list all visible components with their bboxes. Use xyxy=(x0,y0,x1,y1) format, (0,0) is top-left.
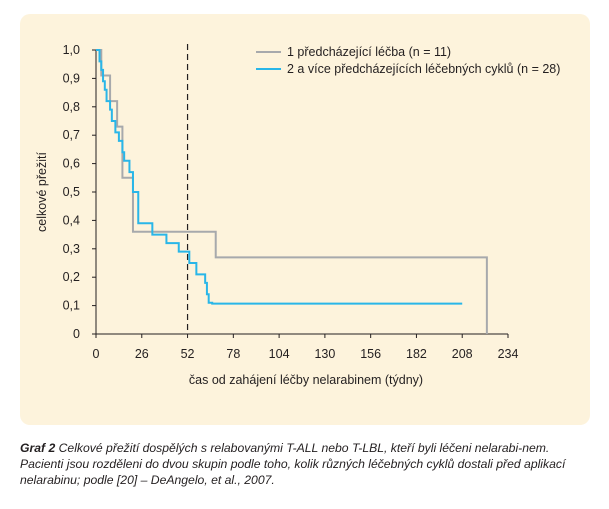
y-tick-label: 0,8 xyxy=(63,100,80,114)
y-tick-label: 0 xyxy=(73,327,80,341)
y-tick-label: 0,7 xyxy=(63,128,80,142)
x-tick-label: 0 xyxy=(93,347,100,361)
y-tick-label: 0,2 xyxy=(63,270,80,284)
chart-panel xyxy=(20,14,590,425)
x-tick-label: 78 xyxy=(226,347,240,361)
y-tick-label: 0,3 xyxy=(63,242,80,256)
legend-label-2: 2 a více předcházejících léčebných cyklů… xyxy=(287,62,560,76)
y-tick-label: 0,6 xyxy=(63,157,80,171)
x-tick-label: 26 xyxy=(135,347,149,361)
y-tick-label: 0,4 xyxy=(63,213,80,227)
series-line-1 xyxy=(96,49,488,334)
survival-chart: 0 0,1 0,2 0,3 0,4 0,5 0,6 0,7 0,8 0,9 1,0 0 26 52 78 10… xyxy=(35,43,560,387)
x-tick-label: 182 xyxy=(406,347,427,361)
x-axis-title: čas od zahájení léčby nelarabinem (týdny… xyxy=(189,373,423,387)
x-tick-label: 208 xyxy=(452,347,473,361)
figure-caption: Graf 2 Celkové přežití dospělých s relab… xyxy=(20,440,595,488)
caption-label: Graf 2 xyxy=(20,441,56,455)
caption-text: Celkové přežití dospělých s relabovanými… xyxy=(20,441,566,487)
x-tick-label: 234 xyxy=(498,347,519,361)
y-axis-title: celkové přežití xyxy=(35,152,49,232)
series-line-2 xyxy=(96,49,463,305)
y-tick-label: 0,9 xyxy=(63,71,80,85)
x-tick-label: 52 xyxy=(181,347,195,361)
x-tick-label: 156 xyxy=(360,347,381,361)
y-tick-label: 1,0 xyxy=(63,43,80,57)
legend-label-1: 1 předcházející léčba (n = 11) xyxy=(287,45,451,59)
y-tick-label: 0,5 xyxy=(63,185,80,199)
x-tick-label: 130 xyxy=(314,347,335,361)
x-tick-label: 104 xyxy=(269,347,290,361)
y-tick-label: 0,1 xyxy=(63,299,80,313)
